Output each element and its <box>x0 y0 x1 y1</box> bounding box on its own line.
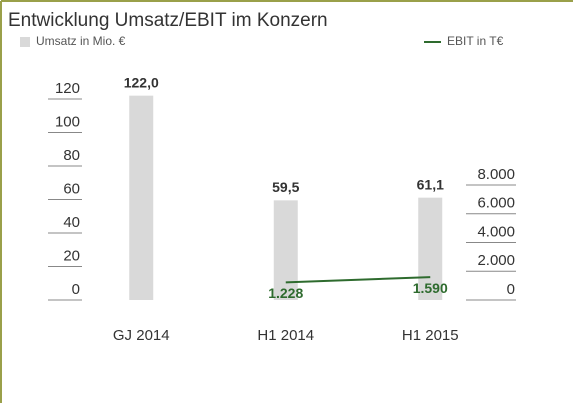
value-label: 1.228 <box>268 285 303 301</box>
legend-swatch <box>20 37 30 47</box>
x-tick-label: H1 2015 <box>402 327 459 344</box>
y-tick-label: 0 <box>72 281 80 298</box>
x-tick-label: GJ 2014 <box>113 327 170 344</box>
y2-tick-label: 4.000 <box>477 223 515 240</box>
bar <box>418 197 443 300</box>
legend-label: Umsatz in Mio. € <box>36 34 126 48</box>
y-tick-label: 100 <box>55 113 80 130</box>
value-label: 1.590 <box>413 280 448 296</box>
y-tick-label: 40 <box>63 214 80 231</box>
y2-tick-label: 6.000 <box>477 195 515 212</box>
y-tick-label: 80 <box>63 147 80 164</box>
legend-label: EBIT in T€ <box>447 34 504 48</box>
chart-title: Entwicklung Umsatz/EBIT im Konzern <box>8 10 328 31</box>
value-label: 61,1 <box>417 176 444 192</box>
y-tick-label: 60 <box>63 180 80 197</box>
line <box>285 276 431 284</box>
value-label: 122,0 <box>124 74 159 90</box>
y-tick-label: 20 <box>63 247 80 264</box>
y2-tick-label: 2.000 <box>477 252 515 269</box>
value-label: 59,5 <box>272 179 299 195</box>
x-tick-label: H1 2014 <box>257 327 314 344</box>
y-tick-label: 120 <box>55 80 80 97</box>
y2-tick-label: 0 <box>507 281 515 298</box>
y2-tick-label: 8.000 <box>477 166 515 183</box>
bar <box>273 200 298 300</box>
bar <box>129 95 154 301</box>
